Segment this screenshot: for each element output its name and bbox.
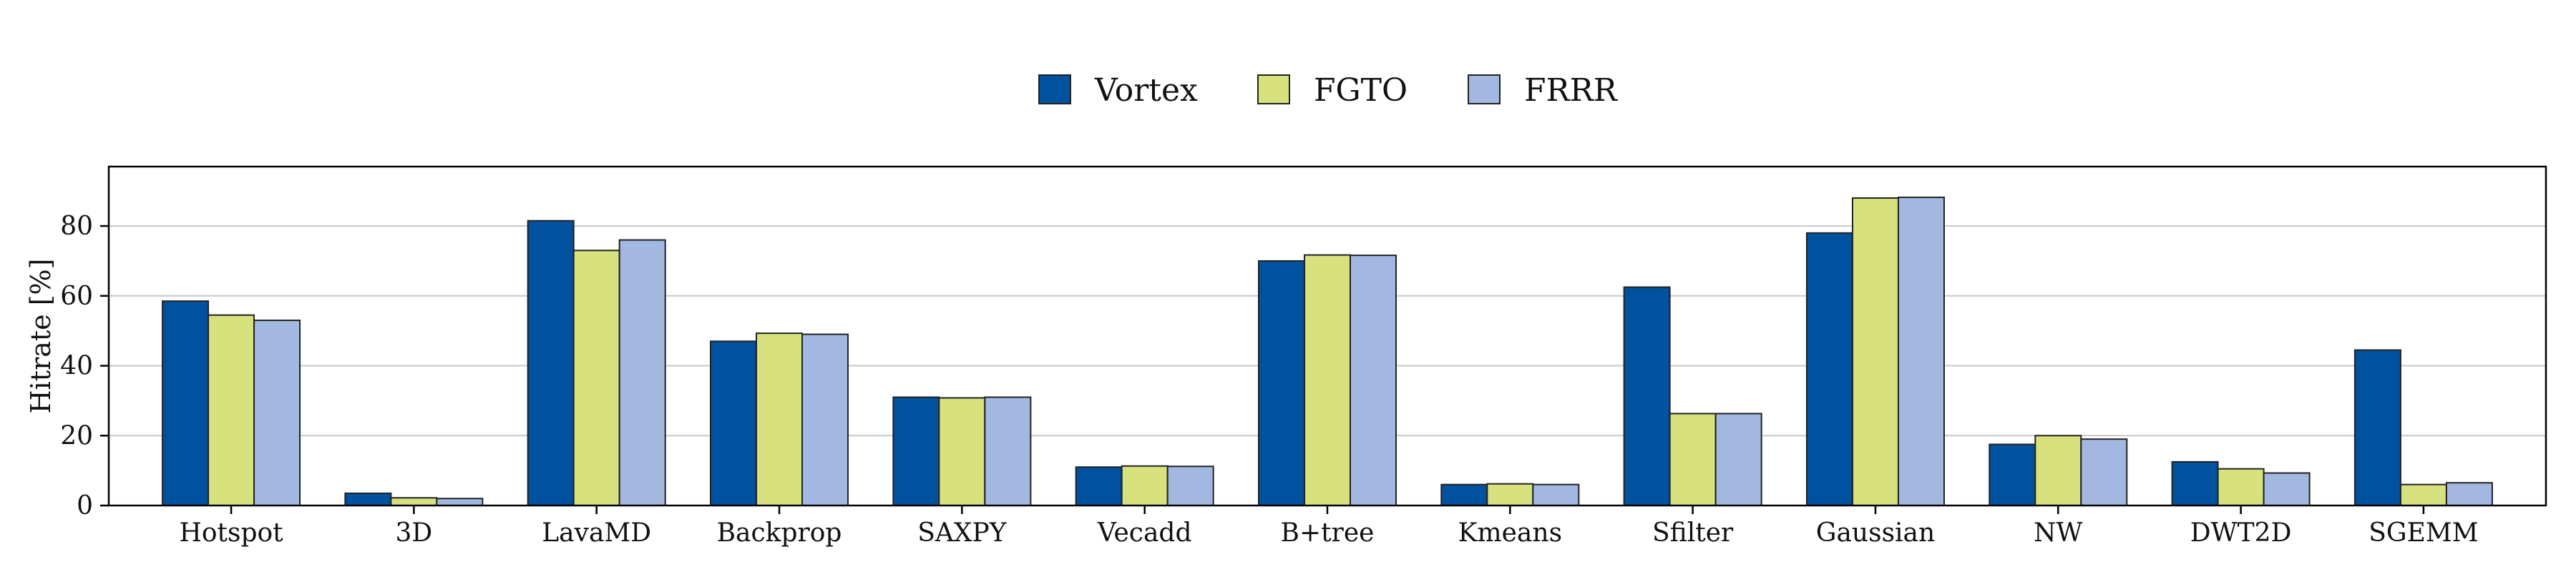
legend-label-fgto: FGTO [1314,72,1407,109]
bar-frrr-nw [2080,438,2128,507]
bar-frrr-btree [1350,255,1397,506]
bar-frrr-backprop [801,333,849,506]
bar-vortex-vecadd [1075,466,1123,507]
bar-fgto-lavamd [572,250,620,506]
bar-fgto-dwt2d [2217,468,2265,507]
y-axis-label: Hitrate [%] [25,259,57,414]
bar-frrr-sgemm [2445,482,2493,507]
bar-fgto-vecadd [1121,465,1169,506]
bar-vortex-kmeans [1440,483,1488,507]
y-tick-label: 80 [60,212,93,241]
y-tick-label: 0 [77,491,93,521]
legend-label-frrr: FRRR [1524,72,1619,109]
bar-frrr-gaussian [1897,197,1945,506]
bar-fgto-sgemm [2399,483,2447,507]
x-tick-label: Sfilter [1652,518,1734,548]
bar-frrr-sfilter [1714,413,1762,507]
bar-fgto-saxpy [938,397,986,507]
x-tick-label: 3D [395,518,432,548]
bar-frrr-vecadd [1166,465,1214,506]
bar-frrr-3d [436,498,484,507]
x-axis-ticks: Hotspot 3D LavaMD Backprop SAXPY Vecadd B+tree… [179,506,2479,548]
bar-vortex-nw [1989,443,2036,507]
bar-frrr-kmeans [1532,483,1580,507]
bar-fgto-btree [1304,254,1351,506]
bar-frrr-saxpy [984,396,1032,506]
x-tick-label: NW [2034,518,2083,548]
bar-vortex-3d [344,492,392,507]
x-tick-label: SGEMM [2368,518,2478,548]
bar-fgto-backprop [756,332,804,506]
legend-label-vortex: Vortex [1094,72,1198,109]
x-tick-label: Hotspot [179,518,283,548]
y-axis-ticks: 0 20 40 60 80 [60,212,109,521]
bar-vortex-lavamd [527,220,575,506]
y-tick-label: 60 [60,282,93,311]
legend-swatch-frrr [1468,74,1501,104]
x-tick-label: DWT2D [2190,518,2292,548]
x-tick-label: LavaMD [542,518,651,548]
y-tick-label: 20 [60,421,93,450]
bar-vortex-saxpy [892,396,940,506]
bar-fgto-nw [2034,435,2082,507]
bar-fgto-kmeans [1486,483,1534,506]
bar-vortex-gaussian [1805,232,1853,506]
bar-fgto-3d [390,497,438,507]
bar-vortex-dwt2d [2171,460,2219,507]
bar-frrr-dwt2d [2263,472,2311,506]
legend-swatch-fgto [1257,74,1290,104]
x-tick-label: Gaussian [1816,518,1936,548]
x-tick-label: B+tree [1281,518,1375,548]
bar-vortex-hotspot [162,300,210,506]
bar-fgto-hotspot [208,314,255,506]
bar-fgto-sfilter [1669,413,1717,507]
x-tick-label: Kmeans [1458,518,1562,548]
y-tick-label: 40 [60,352,93,381]
bar-fgto-gaussian [1851,197,1899,506]
bar-vortex-sgemm [2353,349,2401,506]
bar-frrr-lavamd [618,239,666,506]
x-tick-label: SAXPY [917,518,1008,548]
x-tick-label: Backprop [717,518,842,548]
bar-frrr-hotspot [253,320,301,506]
bars [162,197,2493,507]
bar-vortex-btree [1258,260,1305,506]
x-tick-label: Vecadd [1097,518,1192,548]
legend-swatch-vortex [1038,74,1071,104]
legend: Vortex FGTO FRRR [1038,72,1619,109]
bar-vortex-sfilter [1623,286,1671,506]
bar-vortex-backprop [710,340,758,506]
